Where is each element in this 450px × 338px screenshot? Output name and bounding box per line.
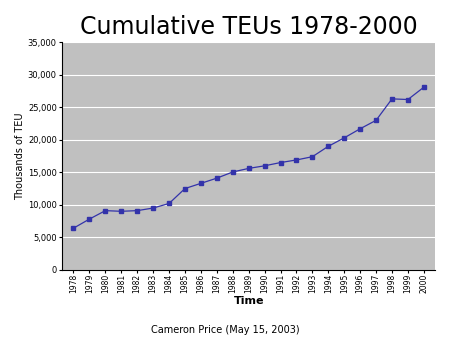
Text: Cameron Price (May 15, 2003): Cameron Price (May 15, 2003) xyxy=(151,324,299,335)
Y-axis label: Thousands of TEU: Thousands of TEU xyxy=(15,112,25,200)
X-axis label: Time: Time xyxy=(234,296,264,306)
Title: Cumulative TEUs 1978-2000: Cumulative TEUs 1978-2000 xyxy=(80,15,418,39)
